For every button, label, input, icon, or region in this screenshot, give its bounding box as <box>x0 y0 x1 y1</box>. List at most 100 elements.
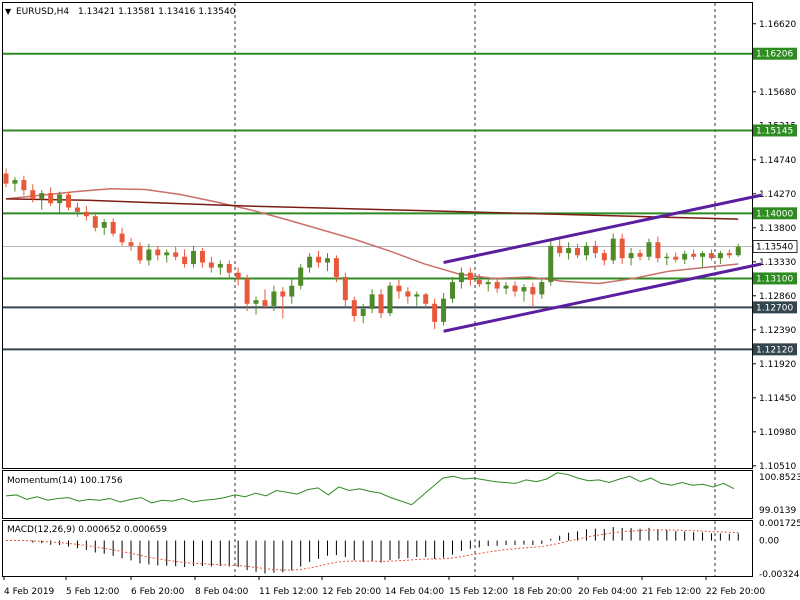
candle-body <box>360 308 366 317</box>
candle-body <box>691 253 697 257</box>
candle-body <box>351 300 357 317</box>
price-axis: 1.166201.156801.152151.147401.142701.138… <box>752 20 796 472</box>
candle-body <box>557 245 563 254</box>
price-tick-label: 1.13800 <box>759 224 796 234</box>
time-tick-label: 18 Feb 20:00 <box>513 587 572 597</box>
time-tick-label: 5 Feb 12:00 <box>66 587 120 597</box>
candle-body <box>39 193 45 199</box>
candle-body <box>655 242 661 259</box>
level-label: 1.13100 <box>756 274 793 284</box>
candle-body <box>316 256 322 263</box>
candle-body <box>592 245 598 254</box>
macd-panel <box>2 520 753 577</box>
macd-title: MACD(12,26,9) 0.000652 0.000659 <box>7 525 167 535</box>
candle-body <box>128 242 134 246</box>
candle-body <box>700 253 706 257</box>
candle-body <box>378 294 384 314</box>
candle-body <box>342 276 348 301</box>
level-label: 1.12120 <box>756 345 793 355</box>
candle-body <box>173 252 179 257</box>
candle-body <box>664 256 670 259</box>
candle-body <box>637 253 643 257</box>
vertical-grid <box>234 3 716 576</box>
price-tick-label: 1.11920 <box>759 360 796 370</box>
time-tick-label: 20 Feb 04:00 <box>578 587 637 597</box>
candle-body <box>110 222 116 234</box>
price-tick-label: 1.14270 <box>759 190 796 200</box>
candle-body <box>101 222 107 228</box>
candle-body <box>226 263 232 273</box>
price-tick-label: 1.16620 <box>759 20 796 30</box>
candle-body <box>92 216 98 228</box>
time-tick-label: 4 Feb 2019 <box>4 587 55 597</box>
current-price-box <box>752 240 798 254</box>
time-tick-label: 15 Feb 12:00 <box>449 587 508 597</box>
candle-body <box>396 285 402 292</box>
candle-body <box>324 258 330 263</box>
candle-body <box>708 253 714 259</box>
momentum-tick-label: 100.8523 <box>759 473 800 483</box>
candle-body <box>191 250 197 264</box>
candle-body <box>717 253 723 259</box>
candle-body <box>83 211 89 217</box>
channel-lower-line <box>443 262 762 333</box>
level-label-box <box>753 272 797 285</box>
price-tick-label: 1.11450 <box>759 394 796 404</box>
candle-body <box>217 263 223 268</box>
trend-channel[interactable] <box>443 193 762 333</box>
candle-body <box>646 242 652 257</box>
price-tick-label: 1.12860 <box>759 292 796 302</box>
candle-body <box>601 253 607 261</box>
candle-body <box>369 294 375 309</box>
channel-upper-line <box>443 193 762 264</box>
horizontal-levels <box>3 52 752 351</box>
candle-body <box>494 282 500 289</box>
candle-body <box>244 278 250 304</box>
candle-body <box>673 256 679 260</box>
candle-body <box>30 190 36 199</box>
candle-body <box>432 303 438 322</box>
candle-body <box>146 249 152 261</box>
time-axis: 4 Feb 2019 5 Feb 12:00 6 Feb 20:00 8 Feb 04… <box>3 576 765 597</box>
candle-body <box>521 287 527 292</box>
level-label-box <box>753 47 797 60</box>
candle-body <box>405 291 411 297</box>
candle-body <box>575 248 581 256</box>
candle-body <box>57 194 63 204</box>
candle-body <box>280 291 286 297</box>
candle-body <box>155 249 161 256</box>
candle-body <box>253 300 259 304</box>
candle-body <box>476 279 482 285</box>
macd-indicator: 0.001725 0.00 -0.003246 <box>5 519 800 580</box>
level-label: 1.14000 <box>756 209 793 219</box>
momentum-line <box>5 472 735 506</box>
momentum-tick-label: 99.0139 <box>759 506 796 516</box>
ma-fast-line <box>5 187 739 285</box>
macd-signal-line <box>5 529 739 571</box>
candle-body <box>74 207 80 212</box>
symbol-title: EURUSD,H4 <box>16 7 69 17</box>
level-label-box <box>753 207 797 220</box>
panel-collapse-icon[interactable]: ▼ <box>5 7 12 16</box>
candle-body <box>628 253 634 259</box>
candle-body <box>512 285 518 292</box>
level-label: 1.16206 <box>756 50 793 60</box>
candle-body <box>164 252 170 256</box>
candle-body <box>503 285 509 289</box>
level-label: 1.15145 <box>756 126 793 136</box>
candle-body <box>387 285 393 314</box>
candle-body <box>530 287 536 295</box>
candle-body <box>539 282 545 295</box>
candle-body <box>199 250 205 263</box>
price-tick-label: 1.15680 <box>759 88 796 98</box>
level-label-box <box>753 301 797 314</box>
time-tick-label: 11 Feb 12:00 <box>259 587 318 597</box>
candle-body <box>235 272 241 279</box>
level-label-box <box>753 343 797 356</box>
candle-body <box>298 267 304 286</box>
macd-tick-label: -0.003246 <box>759 570 800 580</box>
candle-body <box>735 246 741 256</box>
momentum-panel <box>2 470 753 519</box>
candle-body <box>467 272 473 280</box>
